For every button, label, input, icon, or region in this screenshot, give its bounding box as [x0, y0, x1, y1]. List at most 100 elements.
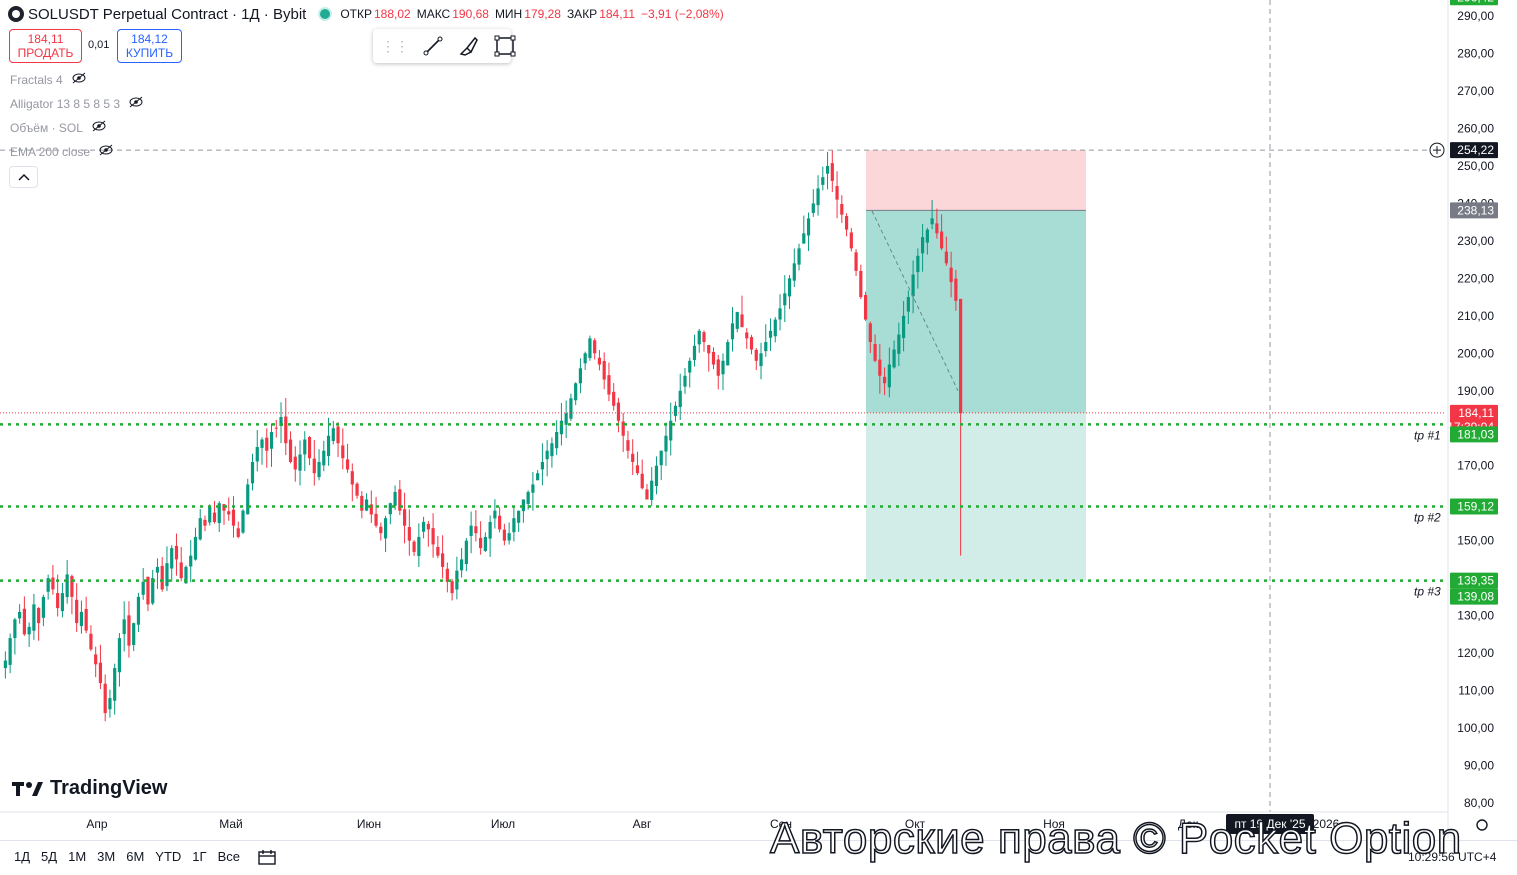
candle[interactable]: [288, 431, 293, 464]
candle[interactable]: [75, 583, 79, 632]
candle[interactable]: [151, 569, 155, 606]
candle[interactable]: [3, 651, 7, 679]
tradingview-logo[interactable]: TradingView: [12, 777, 167, 800]
candle[interactable]: [825, 151, 830, 190]
candle[interactable]: [284, 397, 288, 456]
candle[interactable]: [141, 568, 145, 600]
candle[interactable]: [735, 311, 739, 333]
candle[interactable]: [84, 596, 88, 634]
candle[interactable]: [212, 500, 217, 524]
candle[interactable]: [113, 663, 117, 715]
candle[interactable]: [217, 501, 221, 532]
candle[interactable]: [882, 367, 887, 396]
candle[interactable]: [502, 523, 506, 546]
candle[interactable]: [612, 383, 616, 411]
candle[interactable]: [464, 538, 468, 572]
candle[interactable]: [127, 601, 131, 658]
candle[interactable]: [835, 171, 839, 219]
candle[interactable]: [925, 227, 929, 255]
candle[interactable]: [868, 321, 872, 354]
candle[interactable]: [460, 547, 464, 578]
candle[interactable]: [236, 521, 240, 539]
candle[interactable]: [170, 545, 174, 582]
candle[interactable]: [616, 397, 621, 433]
candle[interactable]: [402, 492, 407, 544]
candle[interactable]: [721, 353, 725, 391]
candle[interactable]: [37, 607, 41, 641]
candle[interactable]: [317, 449, 321, 481]
candle[interactable]: [307, 436, 312, 466]
candle[interactable]: [255, 430, 259, 472]
symbol-title[interactable]: SOLUSDT Perpetual Contract · 1Д · Bybit: [28, 5, 307, 23]
candle[interactable]: [749, 334, 754, 355]
candle[interactable]: [830, 150, 834, 193]
candle[interactable]: [564, 400, 568, 439]
candle[interactable]: [716, 355, 720, 390]
candle[interactable]: [707, 344, 711, 372]
candle[interactable]: [441, 535, 445, 579]
candle[interactable]: [778, 294, 782, 331]
candle[interactable]: [350, 463, 354, 502]
candle[interactable]: [379, 522, 383, 541]
candle[interactable]: [730, 307, 735, 352]
candle[interactable]: [892, 340, 896, 369]
candle[interactable]: [901, 301, 906, 352]
candle[interactable]: [593, 338, 597, 360]
range-1y[interactable]: 1Г: [192, 849, 207, 864]
indicator-fractals[interactable]: Fractals 4: [10, 72, 87, 87]
candle[interactable]: [555, 420, 559, 456]
candle[interactable]: [165, 546, 169, 592]
trend-dashed-line[interactable]: [871, 210, 959, 391]
candle[interactable]: [849, 227, 853, 252]
candle[interactable]: [345, 443, 350, 473]
candle[interactable]: [816, 175, 820, 216]
candle[interactable]: [697, 329, 701, 353]
candle[interactable]: [450, 578, 454, 601]
candle[interactable]: [94, 646, 98, 678]
candle[interactable]: [607, 362, 611, 402]
candle[interactable]: [949, 251, 953, 298]
candle[interactable]: [27, 622, 31, 647]
candle[interactable]: [312, 440, 316, 486]
collapse-legend-button[interactable]: [9, 166, 38, 188]
eye-off-icon[interactable]: [128, 96, 144, 111]
candle[interactable]: [431, 513, 435, 558]
candle[interactable]: [374, 496, 378, 528]
utc-clock[interactable]: 10:29:56 UTC+4: [1408, 850, 1497, 864]
candle[interactable]: [863, 291, 868, 321]
range-5d[interactable]: 5Д: [41, 849, 58, 864]
candle[interactable]: [635, 451, 640, 476]
candle[interactable]: [79, 600, 84, 634]
candle[interactable]: [360, 491, 364, 519]
candle[interactable]: [189, 540, 193, 583]
candle[interactable]: [664, 422, 668, 466]
candle[interactable]: [22, 596, 26, 636]
candle[interactable]: [921, 223, 925, 272]
candle[interactable]: [136, 592, 141, 633]
indicator-ema[interactable]: EMA 200 close: [10, 144, 114, 159]
candle[interactable]: [483, 532, 487, 552]
candle[interactable]: [355, 482, 359, 499]
candle[interactable]: [878, 343, 882, 394]
candle[interactable]: [122, 601, 126, 652]
candle[interactable]: [626, 430, 630, 459]
candle[interactable]: [65, 559, 69, 604]
candle[interactable]: [445, 562, 449, 593]
candle[interactable]: [507, 522, 511, 545]
candle[interactable]: [517, 510, 521, 532]
range-ytd[interactable]: YTD: [155, 849, 182, 864]
candle[interactable]: [322, 440, 326, 472]
candle[interactable]: [469, 511, 473, 554]
candle[interactable]: [531, 471, 535, 511]
candle[interactable]: [208, 504, 212, 526]
candle[interactable]: [711, 347, 716, 370]
candle[interactable]: [597, 350, 602, 371]
candle[interactable]: [336, 422, 340, 458]
candle[interactable]: [293, 446, 297, 482]
candle[interactable]: [768, 318, 773, 351]
brush-icon[interactable]: [457, 34, 481, 58]
candle[interactable]: [897, 322, 901, 367]
candle[interactable]: [631, 439, 635, 475]
candle[interactable]: [578, 358, 583, 394]
